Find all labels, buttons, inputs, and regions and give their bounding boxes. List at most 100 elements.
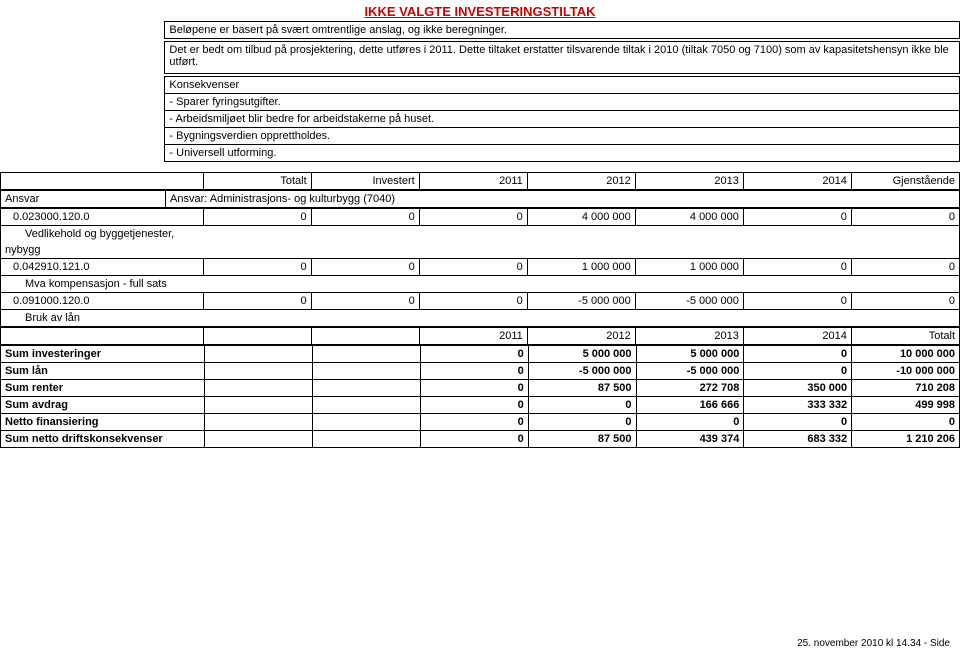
row1-desc-row: Vedlikehold og byggetjenester, xyxy=(1,226,960,243)
sum2-pad2 xyxy=(313,363,421,380)
sum2-c5: -10 000 000 xyxy=(852,363,960,380)
sum5-pad2 xyxy=(313,414,421,431)
sum3-c3: 272 708 xyxy=(636,380,744,397)
sum6-c4: 683 332 xyxy=(744,431,852,448)
row2-c4: 1 000 000 xyxy=(527,259,635,276)
sum4-c2: 0 xyxy=(528,397,636,414)
header-row-2: 2011 2012 2013 2014 Totalt xyxy=(1,328,960,345)
sum5-c5: 0 xyxy=(852,414,960,431)
empty-cell xyxy=(0,77,165,162)
header-row-1: Totalt Investert 2011 2012 2013 2014 Gje… xyxy=(1,173,960,190)
netto-finansiering: Netto finansiering 0 0 0 0 0 xyxy=(1,414,960,431)
row1-c5: 4 000 000 xyxy=(635,209,743,226)
konsek-4: - Universell utforming. xyxy=(165,145,960,162)
sum-lan: Sum lån 0 -5 000 000 -5 000 000 0 -10 00… xyxy=(1,363,960,380)
intro-line1: Beløpene er basert på svært omtrentlige … xyxy=(165,22,960,39)
hdr-2013: 2013 xyxy=(635,173,743,190)
sum6-c1: 0 xyxy=(420,431,528,448)
sum1-c1: 0 xyxy=(420,346,528,363)
sum5-c4: 0 xyxy=(744,414,852,431)
sum5-c3: 0 xyxy=(636,414,744,431)
sum2-c3: -5 000 000 xyxy=(636,363,744,380)
header-table-1: Totalt Investert 2011 2012 2013 2014 Gje… xyxy=(0,172,960,190)
row3-c2: 0 xyxy=(311,293,419,310)
konsek-2: - Arbeidsmiljøet blir bedre for arbeidst… xyxy=(165,111,960,128)
sum3-c4: 350 000 xyxy=(744,380,852,397)
sum4-c1: 0 xyxy=(420,397,528,414)
row-2: 0.042910.121.0 0 0 0 1 000 000 1 000 000… xyxy=(1,259,960,276)
row1-desc2: nybygg xyxy=(1,242,960,259)
sum6-pad2 xyxy=(313,431,421,448)
hdr2-2011: 2011 xyxy=(419,328,527,345)
sum-avdrag: Sum avdrag 0 0 166 666 333 332 499 998 xyxy=(1,397,960,414)
konsek-table: Konsekvenser - Sparer fyringsutgifter. -… xyxy=(0,76,960,162)
page-title: IKKE VALGTE INVESTERINGSTILTAK xyxy=(0,0,960,21)
row2-c1: 0 xyxy=(203,259,311,276)
sum1-c5: 10 000 000 xyxy=(852,346,960,363)
sum4-c3: 166 666 xyxy=(636,397,744,414)
sum4-c5: 499 998 xyxy=(852,397,960,414)
sum4-pad2 xyxy=(313,397,421,414)
row3-c1: 0 xyxy=(203,293,311,310)
sum-netto-drift: Sum netto driftskonsekvenser 0 87 500 43… xyxy=(1,431,960,448)
row1-c7: 0 xyxy=(851,209,959,226)
row2-desc-row: Mva kompensasjon - full sats xyxy=(1,276,960,293)
row3-c6: 0 xyxy=(743,293,851,310)
row2-c2: 0 xyxy=(311,259,419,276)
row-1: 0.023000.120.0 0 0 0 4 000 000 4 000 000… xyxy=(1,209,960,226)
sum3-c1: 0 xyxy=(420,380,528,397)
hdr-investert: Investert xyxy=(311,173,419,190)
header-table-2: 2011 2012 2013 2014 Totalt xyxy=(0,327,960,345)
hdr2-totalt: Totalt xyxy=(851,328,959,345)
row3-c3: 0 xyxy=(419,293,527,310)
hdr2-pad2 xyxy=(311,328,419,345)
hdr-2014: 2014 xyxy=(743,173,851,190)
ansvar-text: Ansvar: Administrasjons- og kulturbygg (… xyxy=(166,191,960,208)
hdr2-empty xyxy=(1,328,204,345)
sum5-c2: 0 xyxy=(528,414,636,431)
sum1-c2: 5 000 000 xyxy=(528,346,636,363)
hdr2-2014: 2014 xyxy=(743,328,851,345)
konsek-title: Konsekvenser xyxy=(165,77,960,94)
sum1-c3: 5 000 000 xyxy=(636,346,744,363)
row3-c7: 0 xyxy=(851,293,959,310)
sum4-pad1 xyxy=(205,397,313,414)
hdr-2011: 2011 xyxy=(419,173,527,190)
sum4-c4: 333 332 xyxy=(744,397,852,414)
sum5-label: Netto finansiering xyxy=(1,414,205,431)
row1-c1: 0 xyxy=(203,209,311,226)
row2-c5: 1 000 000 xyxy=(635,259,743,276)
sum3-label: Sum renter xyxy=(1,380,205,397)
row1-c2: 0 xyxy=(311,209,419,226)
sum2-c4: 0 xyxy=(744,363,852,380)
sum6-pad1 xyxy=(205,431,313,448)
footer-text: 25. november 2010 kl 14.34 - Side xyxy=(797,638,950,649)
sum6-c2: 87 500 xyxy=(528,431,636,448)
row3-c5: -5 000 000 xyxy=(635,293,743,310)
ansvar-table: Ansvar Ansvar: Administrasjons- og kultu… xyxy=(0,190,960,208)
sum3-c2: 87 500 xyxy=(528,380,636,397)
row1-desc2-row: nybygg xyxy=(1,242,960,259)
sum2-pad1 xyxy=(205,363,313,380)
sum-renter: Sum renter 0 87 500 272 708 350 000 710 … xyxy=(1,380,960,397)
row3-code: 0.091000.120.0 xyxy=(1,293,204,310)
ansvar-label: Ansvar xyxy=(1,191,166,208)
sum5-c1: 0 xyxy=(420,414,528,431)
row1-desc: Vedlikehold og byggetjenester, xyxy=(1,226,960,243)
row1-code: 0.023000.120.0 xyxy=(1,209,204,226)
sum4-label: Sum avdrag xyxy=(1,397,205,414)
intro-table: Beløpene er basert på svært omtrentlige … xyxy=(0,21,960,39)
sum1-pad1 xyxy=(205,346,313,363)
sum2-c1: 0 xyxy=(420,363,528,380)
empty-cell xyxy=(0,42,165,74)
hdr2-2012: 2012 xyxy=(527,328,635,345)
row1-c3: 0 xyxy=(419,209,527,226)
sum3-pad1 xyxy=(205,380,313,397)
hdr-gjen: Gjenstående xyxy=(851,173,959,190)
intro-table2: Det er bedt om tilbud på prosjektering, … xyxy=(0,41,960,74)
sum1-label: Sum investeringer xyxy=(1,346,205,363)
sum1-pad2 xyxy=(313,346,421,363)
hdr2-pad1 xyxy=(203,328,311,345)
row2-code: 0.042910.121.0 xyxy=(1,259,204,276)
hdr-empty xyxy=(1,173,204,190)
